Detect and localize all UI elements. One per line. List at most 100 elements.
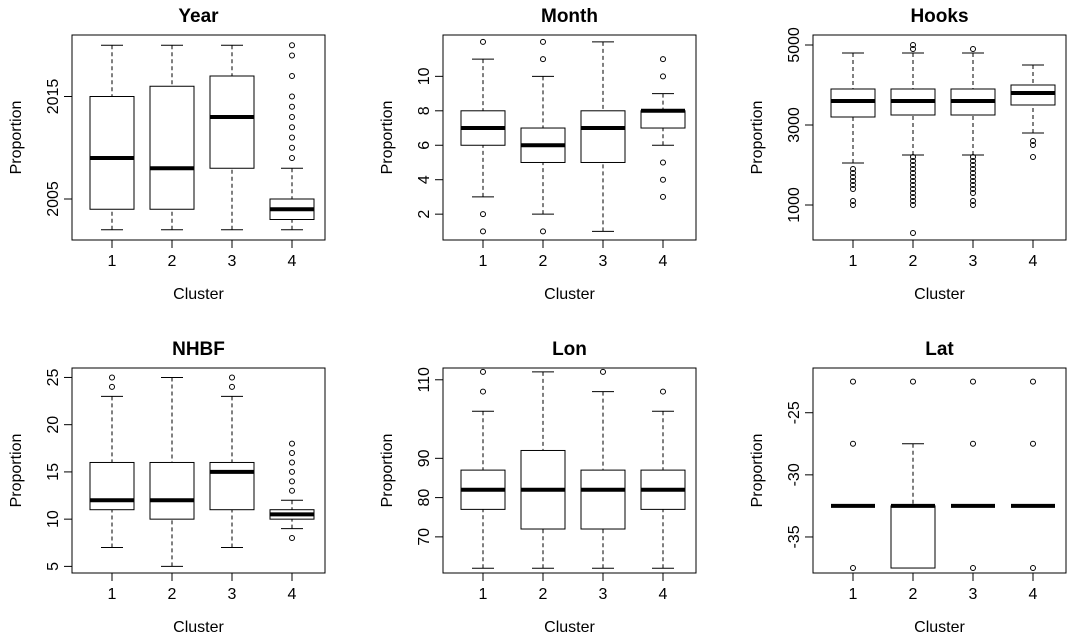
outlier — [850, 565, 856, 572]
outlier — [660, 159, 666, 166]
outlier — [910, 198, 916, 204]
outlier — [480, 38, 486, 45]
outlier — [289, 114, 295, 120]
outlier — [910, 378, 916, 385]
x-tick-label: 3 — [599, 253, 608, 270]
x-tick-label: 2 — [168, 586, 177, 603]
outlier — [289, 459, 295, 466]
outlier — [1030, 142, 1036, 148]
x-axis-label: Cluster — [173, 286, 224, 303]
outlier — [910, 170, 916, 176]
y-tick-label: 20 — [45, 416, 62, 434]
box — [149, 85, 195, 210]
x-tick-label: 1 — [849, 586, 858, 603]
x-tick-label: 4 — [659, 253, 668, 270]
outlier — [850, 198, 856, 204]
chart-title: Lon — [552, 339, 587, 360]
outlier — [850, 178, 856, 184]
plot-frame — [71, 34, 326, 241]
outlier — [289, 450, 295, 457]
outlier — [910, 174, 916, 180]
chart-title: NHBF — [172, 339, 225, 360]
chart-title: Year — [178, 6, 219, 27]
outlier — [660, 193, 666, 200]
outlier — [289, 134, 295, 141]
plot-frame — [442, 367, 697, 574]
outlier — [970, 174, 976, 180]
box — [209, 75, 255, 169]
outlier — [480, 211, 486, 218]
box — [890, 505, 936, 569]
y-tick-label: 110 — [416, 367, 433, 393]
outlier — [660, 388, 666, 395]
y-tick-label: 70 — [416, 528, 433, 546]
x-tick-label: 3 — [228, 253, 237, 270]
y-tick-label: 15 — [45, 463, 62, 481]
plot-frame — [812, 34, 1067, 241]
outlier — [289, 103, 295, 110]
chart-title: Month — [541, 6, 598, 27]
outlier — [910, 158, 916, 164]
y-axis-label: Proportion — [379, 101, 396, 175]
y-axis-label: Proportion — [8, 101, 25, 175]
y-axis-label: Proportion — [749, 434, 766, 508]
outlier — [910, 230, 916, 236]
outlier — [289, 487, 295, 494]
outlier — [910, 42, 916, 48]
x-tick-label: 1 — [479, 586, 488, 603]
outlier — [1030, 138, 1036, 144]
outlier — [229, 374, 235, 381]
chart-title: Hooks — [910, 6, 968, 27]
x-tick-label: 1 — [108, 253, 117, 270]
x-tick-label: 2 — [909, 253, 918, 270]
y-tick-label: 80 — [416, 489, 433, 507]
y-tick-label: 25 — [45, 368, 62, 386]
outlier — [289, 468, 295, 475]
outlier — [970, 565, 976, 572]
outlier — [289, 155, 295, 161]
outlier — [540, 56, 546, 63]
x-tick-label: 3 — [228, 586, 237, 603]
outlier — [289, 124, 295, 131]
outlier — [109, 383, 115, 390]
y-tick-label: 2 — [416, 210, 433, 219]
x-axis-label: Cluster — [173, 619, 224, 636]
outlier — [910, 154, 916, 160]
outlier — [970, 162, 976, 168]
outlier — [850, 440, 856, 447]
outlier — [480, 388, 486, 395]
y-tick-label: 10 — [45, 510, 62, 528]
outlier — [910, 178, 916, 184]
box — [149, 461, 195, 520]
outlier — [289, 42, 295, 49]
x-tick-label: 3 — [969, 253, 978, 270]
outlier — [910, 162, 916, 168]
outlier — [970, 166, 976, 172]
outlier — [850, 186, 856, 192]
x-tick-label: 4 — [288, 253, 297, 270]
x-tick-label: 3 — [969, 586, 978, 603]
outlier — [910, 186, 916, 192]
x-tick-label: 1 — [479, 253, 488, 270]
outlier — [970, 46, 976, 52]
y-tick-label: 2015 — [45, 79, 62, 115]
outlier — [850, 202, 856, 208]
y-tick-label: 4 — [416, 175, 433, 184]
outlier — [850, 378, 856, 385]
x-tick-label: 2 — [539, 586, 548, 603]
outlier — [970, 182, 976, 188]
outlier — [289, 73, 295, 79]
outlier — [289, 440, 295, 447]
outlier — [289, 93, 295, 100]
x-tick-label: 1 — [849, 253, 858, 270]
x-tick-label: 4 — [659, 586, 668, 603]
outlier — [660, 176, 666, 183]
y-tick-label: 8 — [416, 106, 433, 115]
outlier — [970, 378, 976, 385]
outlier — [660, 56, 666, 63]
x-tick-label: 4 — [1029, 253, 1038, 270]
y-tick-label: -35 — [786, 525, 803, 548]
box — [89, 96, 135, 210]
